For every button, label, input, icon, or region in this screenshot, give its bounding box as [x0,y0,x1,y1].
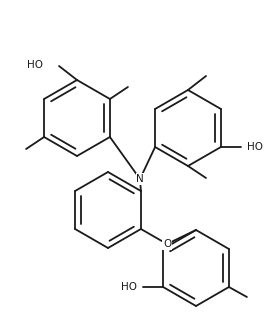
Text: HO: HO [27,60,43,70]
Text: HO: HO [247,142,263,152]
Text: N: N [136,174,144,184]
Text: HO: HO [121,282,137,292]
Text: O: O [163,239,171,249]
